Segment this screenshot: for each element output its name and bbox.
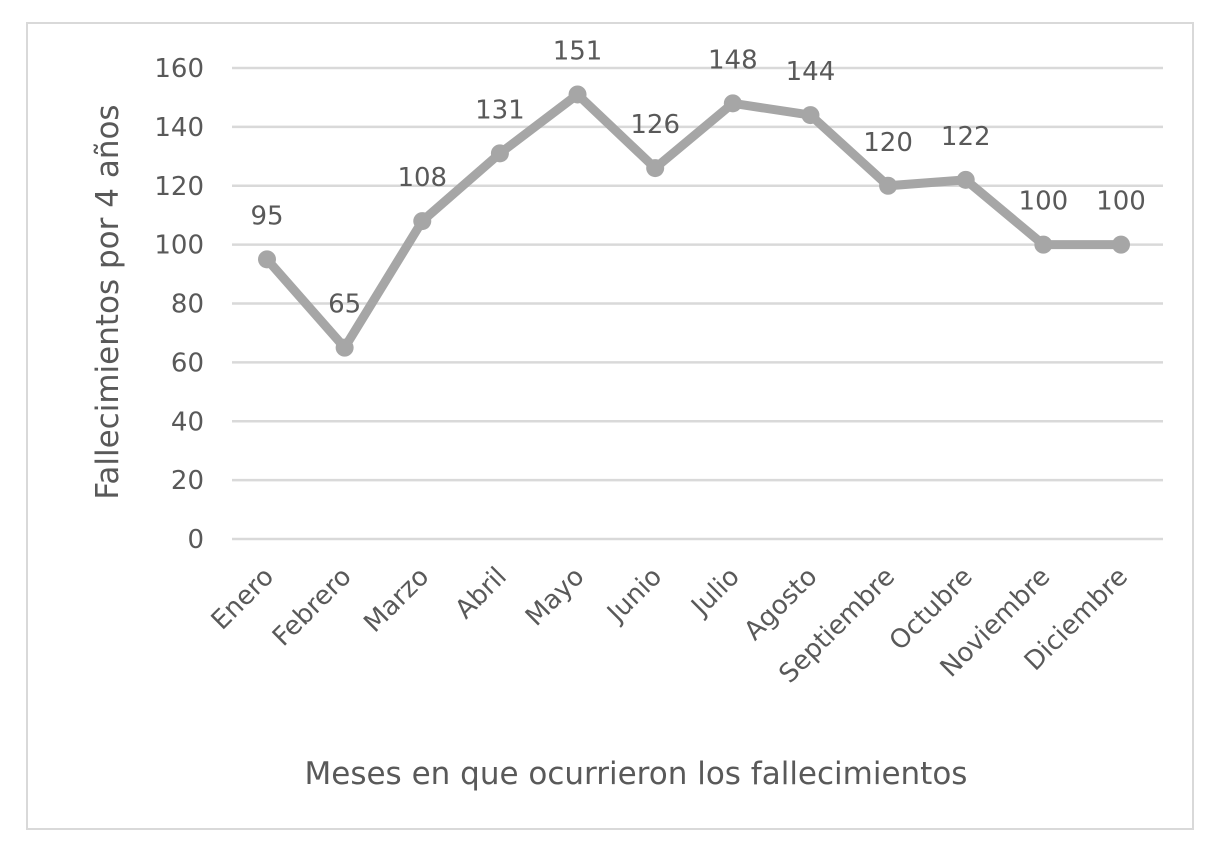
chart-frame	[26, 22, 1194, 830]
data-labels: 95 65 108 131 151 126 148 144 120 122 100 100	[250, 36, 1145, 319]
gridlines	[232, 66, 1163, 541]
data-point-marzo	[413, 212, 432, 231]
x-category-label-abril: Abril	[450, 562, 513, 625]
data-point-mayo	[568, 85, 587, 104]
series-line	[262, 89, 1126, 353]
y-tick-label-100: 100	[154, 231, 204, 261]
x-category-label-junio: Junio	[600, 562, 668, 630]
data-point-abril	[490, 144, 509, 163]
y-axis-title: Fallecimientos por 4 años	[90, 104, 126, 499]
data-label-enero: 95	[250, 201, 283, 231]
data-point-diciembre	[1112, 235, 1130, 254]
y-tick-label-140: 140	[154, 113, 204, 143]
y-tick-label-120: 120	[154, 172, 204, 202]
data-point-enero	[258, 250, 276, 269]
data-label-diciembre: 100	[1096, 187, 1146, 217]
x-category-label-marzo: Marzo	[358, 562, 435, 639]
data-label-octubre: 122	[941, 122, 991, 152]
series-markers	[258, 85, 1130, 357]
data-point-julio	[723, 94, 742, 113]
data-label-marzo: 108	[397, 163, 447, 193]
x-axis-title: Meses en que ocurrieron los fallecimient…	[305, 756, 968, 792]
data-label-mayo: 151	[553, 36, 603, 66]
x-category-label-mayo: Mayo	[520, 562, 590, 632]
data-label-noviembre: 100	[1019, 187, 1069, 217]
x-category-label-enero: Enero	[206, 562, 280, 636]
data-label-febrero: 65	[328, 290, 361, 320]
y-tick-labels: 0 20 40 60 80 100 120 140 160	[154, 54, 204, 555]
series-line-path	[262, 89, 1126, 353]
data-label-abril: 131	[475, 95, 525, 125]
y-tick-label-40: 40	[171, 407, 204, 437]
data-point-septiembre	[879, 176, 898, 195]
x-category-label-julio: Julio	[685, 562, 746, 623]
data-label-julio: 148	[708, 45, 758, 75]
y-tick-label-60: 60	[171, 348, 204, 378]
data-point-octubre	[956, 170, 975, 189]
data-label-agosto: 144	[786, 57, 836, 87]
y-tick-label-20: 20	[171, 466, 204, 496]
data-point-febrero	[335, 338, 354, 357]
y-tick-label-0: 0	[187, 525, 204, 555]
data-label-junio: 126	[630, 110, 680, 140]
data-point-junio	[646, 159, 665, 178]
x-category-label-febrero: Febrero	[267, 562, 358, 653]
data-point-noviembre	[1034, 235, 1053, 254]
y-tick-label-80: 80	[171, 290, 204, 320]
data-label-septiembre: 120	[863, 128, 913, 158]
data-point-agosto	[801, 106, 820, 125]
y-tick-label-160: 160	[154, 54, 204, 84]
